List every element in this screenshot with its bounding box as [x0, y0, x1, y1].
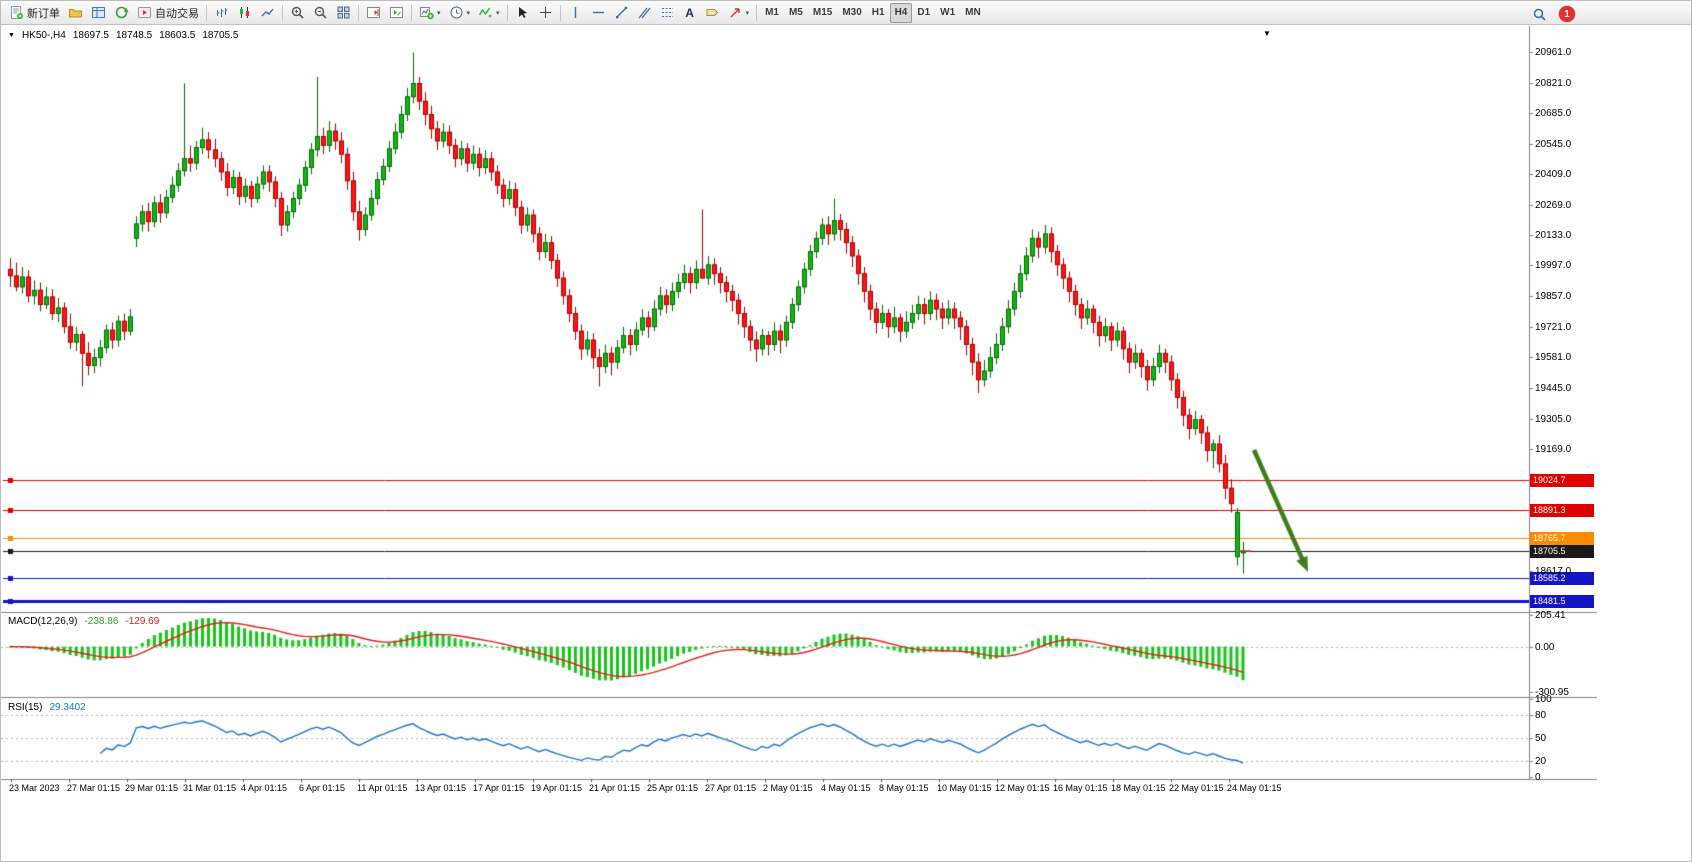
trendline-button[interactable]: [610, 3, 633, 23]
chart-area: ▼ HK50-,H4 18697.5 18748.5 18603.5 18705…: [1, 26, 1691, 861]
zoom-in-icon: [291, 6, 304, 19]
chevron-down-icon: ▾: [745, 9, 750, 17]
arrow-tool-icon: [730, 8, 740, 18]
refresh-icon: [115, 6, 129, 19]
shift-end-button[interactable]: [362, 3, 385, 23]
toolbar-separator: [559, 4, 561, 21]
toolbar-right-group: 1: [1528, 4, 1575, 24]
timeframe-h4-button[interactable]: H4: [889, 2, 913, 23]
indicators-button[interactable]: ▾: [474, 3, 504, 23]
channel-button[interactable]: [633, 3, 656, 23]
horizontal-line-icon: [592, 11, 604, 14]
timeframe-m1-button[interactable]: M1: [760, 3, 784, 23]
arrow-tool-button[interactable]: ▾: [724, 3, 754, 23]
autotrading-icon: [138, 7, 151, 18]
timeframe-m5-button[interactable]: M5: [784, 3, 808, 23]
data-window-button[interactable]: [87, 3, 110, 23]
toolbar-separator: [206, 4, 207, 21]
notification-badge[interactable]: 1: [1559, 6, 1575, 22]
toolbar-separator: [282, 4, 283, 21]
search-button[interactable]: [1528, 4, 1551, 24]
data-window-icon: [92, 7, 105, 18]
chevron-down-icon: ▾: [466, 9, 471, 17]
new-chart-button[interactable]: ▾: [415, 3, 445, 23]
zoom-out-button[interactable]: [309, 3, 332, 23]
symbol-dropdown-icon[interactable]: ▼: [8, 32, 15, 39]
toolbar-separator: [358, 4, 359, 21]
timeframe-m15-button[interactable]: M15: [808, 3, 837, 23]
label-tool-icon: [706, 9, 718, 16]
channel-icon: [638, 7, 651, 19]
clock-icon: [450, 6, 463, 19]
folder-icon: [69, 9, 82, 18]
bar-chart-button[interactable]: [210, 3, 233, 23]
text-tool-button[interactable]: A: [679, 3, 701, 23]
toolbar: 新订单 自动交易: [1, 1, 1691, 25]
indicators-icon: [478, 7, 492, 18]
candlestick-chart-icon: [240, 7, 249, 18]
bar-chart-icon: [217, 8, 228, 17]
toolbar-separator: [506, 4, 508, 21]
label-tool-button[interactable]: [701, 3, 724, 23]
vertical-line-button[interactable]: [564, 3, 587, 23]
text-tool-icon: A: [685, 5, 694, 20]
new-chart-icon: [420, 7, 434, 20]
fibonacci-icon: [661, 8, 673, 17]
timeframe-m30-button[interactable]: M30: [837, 3, 866, 23]
shift-end-icon: [367, 7, 380, 18]
zoom-in-button[interactable]: [286, 3, 309, 23]
search-icon: [1533, 8, 1546, 21]
line-chart-icon: [261, 8, 274, 17]
price-chart-canvas[interactable]: [1, 26, 1691, 806]
tile-windows-button[interactable]: [332, 3, 355, 23]
toolbar-separator: [411, 4, 412, 21]
toolbar-separator: [756, 4, 758, 21]
periods-button[interactable]: ▾: [445, 3, 475, 23]
crosshair-icon: [539, 7, 551, 18]
timeframe-h1-button[interactable]: H1: [867, 3, 890, 23]
cursor-button[interactable]: [511, 3, 534, 23]
vertical-line-icon: [574, 7, 576, 18]
fibonacci-button[interactable]: [656, 3, 679, 23]
horizontal-line-button[interactable]: [587, 3, 610, 23]
cursor-icon: [518, 7, 527, 18]
charts-profile-button[interactable]: [64, 3, 87, 23]
new-order-icon: [11, 6, 23, 19]
autotrading-label: 自动交易: [155, 7, 199, 20]
auto-scroll-icon: [390, 7, 403, 18]
refresh-button[interactable]: [110, 3, 133, 23]
new-order-label: 新订单: [27, 7, 60, 20]
auto-scroll-button[interactable]: [385, 3, 408, 23]
timeframe-d1-button[interactable]: D1: [912, 3, 935, 23]
timeframe-w1-button[interactable]: W1: [935, 3, 960, 23]
new-order-button[interactable]: 新订单: [5, 3, 64, 23]
chevron-down-icon: ▾: [437, 9, 441, 17]
trendline-icon: [615, 6, 627, 19]
timeframe-mn-button[interactable]: MN: [960, 3, 986, 23]
chevron-down-icon: ▾: [496, 9, 500, 17]
candlestick-chart-button[interactable]: [233, 3, 256, 23]
zoom-out-icon: [314, 6, 327, 19]
autotrading-button[interactable]: 自动交易: [133, 3, 203, 23]
line-chart-button[interactable]: [256, 3, 279, 23]
crosshair-button[interactable]: [534, 3, 557, 23]
tile-windows-icon: [337, 6, 350, 19]
